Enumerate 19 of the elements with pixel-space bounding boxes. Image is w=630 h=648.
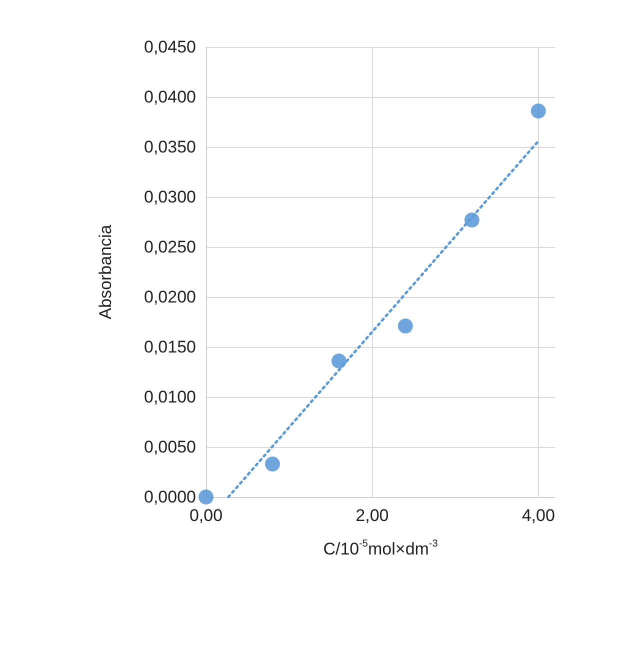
y-tick-label: 0,0400 <box>144 88 196 106</box>
y-tick-label: 0,0100 <box>144 388 196 406</box>
point <box>398 318 413 334</box>
x-tick-label: 2,00 <box>356 506 389 525</box>
y-tick-label: 0,0150 <box>144 338 196 356</box>
x-tick-label: 0,00 <box>189 506 223 525</box>
point <box>264 456 280 472</box>
point <box>198 490 214 504</box>
y-tick-label: 0,0350 <box>144 138 196 156</box>
y-tick-label: 0,0250 <box>144 238 196 256</box>
point <box>331 354 346 368</box>
x-tick-label: 4,00 <box>522 506 555 525</box>
y-tick-label: 0,0050 <box>144 438 196 456</box>
point <box>530 104 546 118</box>
y-axis-title: Absorbancia <box>96 224 115 320</box>
y-tick-label: 0,0000 <box>144 488 196 506</box>
y-tick-label: 0,0200 <box>144 288 196 306</box>
y-tick-label: 0,0450 <box>144 38 196 56</box>
y-tick-label: 0,0300 <box>144 188 196 206</box>
